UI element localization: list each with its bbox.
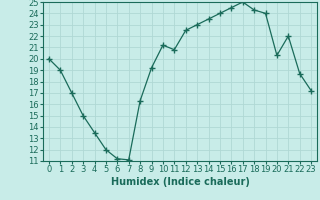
X-axis label: Humidex (Indice chaleur): Humidex (Indice chaleur) [111, 177, 249, 187]
